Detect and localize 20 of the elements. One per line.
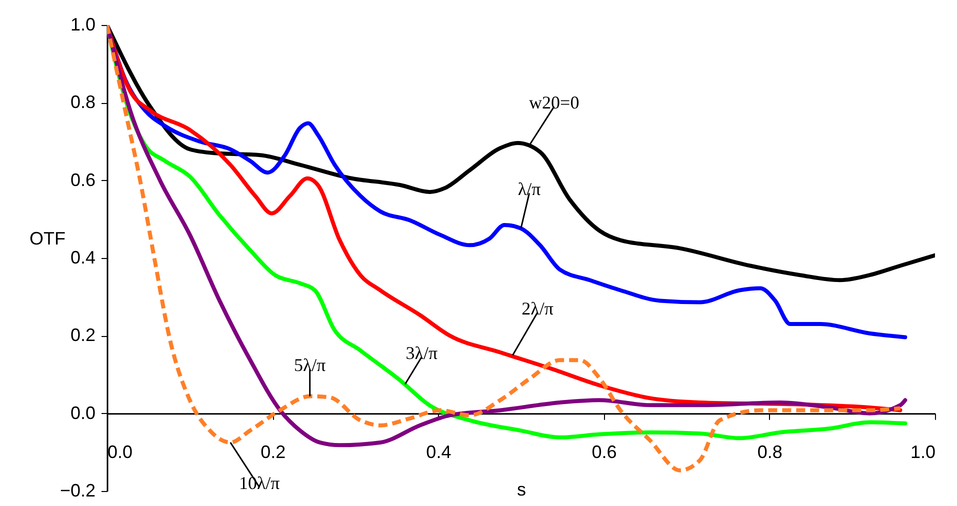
y-tick-label: 0.4: [70, 248, 96, 268]
x-tick-label: 0.0: [108, 442, 133, 462]
annotation: 5λ/π: [294, 355, 326, 376]
annotation: λ/π: [518, 179, 541, 200]
y-axis-title: OTF: [30, 228, 66, 248]
y-tick-label: 0.2: [70, 325, 96, 346]
x-tick-label: 1.0: [910, 442, 936, 462]
y-tick-label: 1.0: [70, 14, 96, 34]
x-tick-label: 0.6: [592, 442, 617, 462]
y-tick-label: −0.2: [60, 480, 96, 500]
y-tick-label: 0.0: [70, 402, 96, 423]
x-tick-label: 0.4: [426, 442, 452, 462]
x-tick-label: 0.2: [260, 442, 286, 462]
x-axis-title: s: [517, 480, 526, 500]
annotation: 3λ/π: [406, 343, 438, 364]
x-tick-label: 0.8: [757, 442, 782, 462]
y-tick-label: 0.6: [70, 170, 96, 190]
annotation: w20=0: [529, 92, 580, 113]
y-tick-label: 0.8: [70, 92, 96, 112]
annotation: 2λ/π: [522, 298, 554, 318]
